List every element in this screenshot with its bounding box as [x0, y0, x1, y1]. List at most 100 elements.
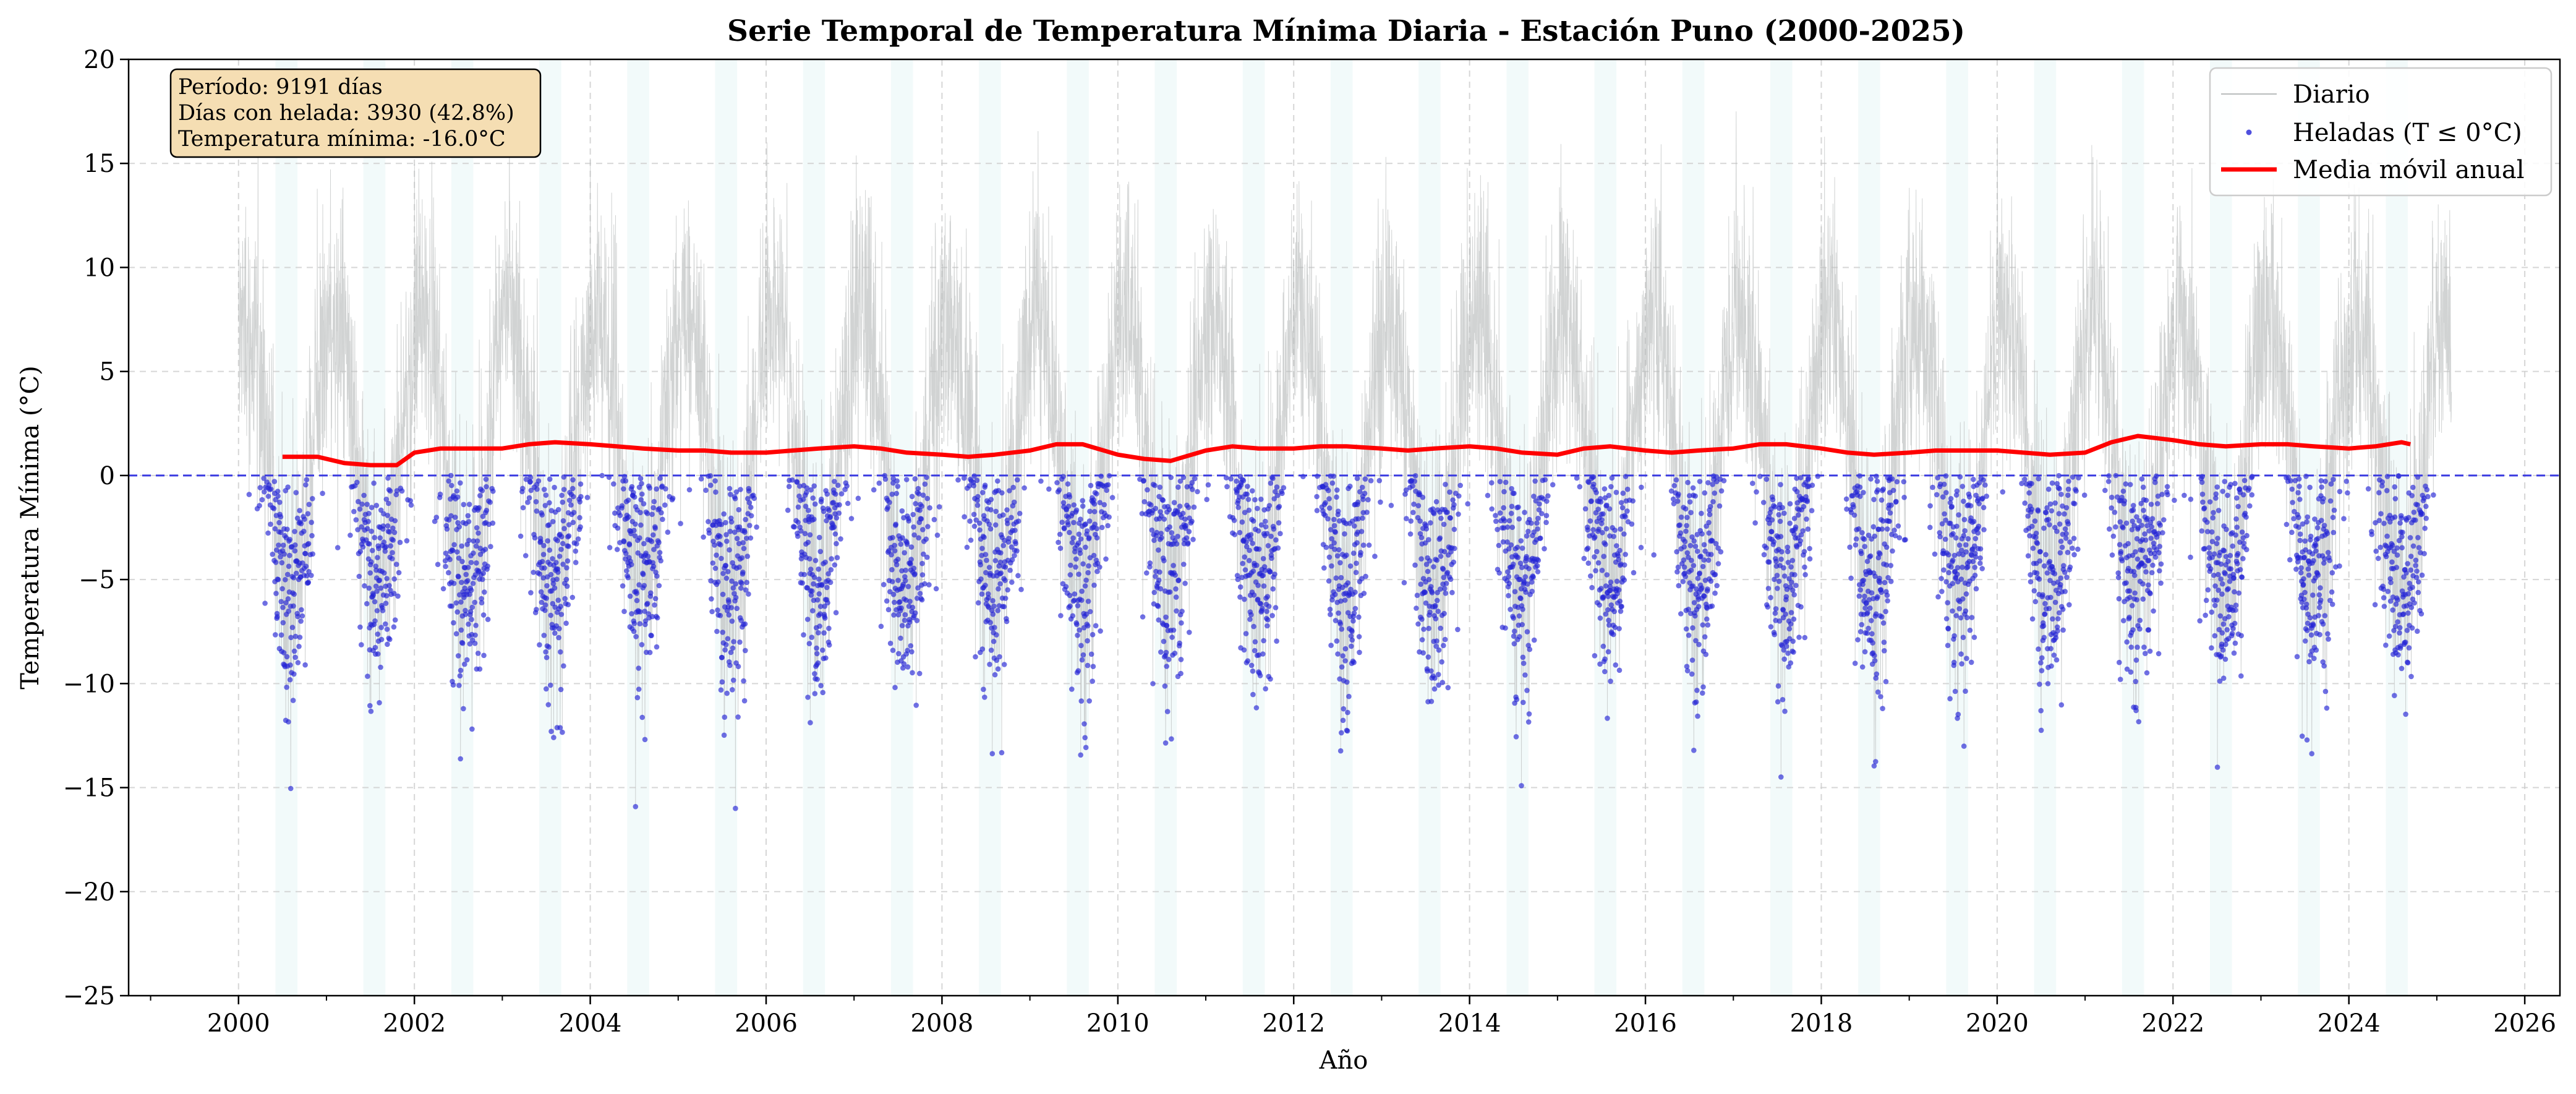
frost-point — [1721, 478, 1727, 484]
frost-point — [374, 608, 380, 613]
frost-point — [359, 502, 365, 507]
frost-point — [2161, 517, 2167, 523]
frost-point — [2399, 534, 2405, 540]
frost-point — [1607, 533, 1613, 539]
frost-point — [481, 652, 487, 659]
x-tick-label: 2024 — [2318, 1009, 2381, 1038]
frost-point — [1435, 609, 1441, 614]
frost-point — [458, 756, 463, 762]
frost-point — [1240, 477, 1247, 484]
frost-point — [2157, 568, 2162, 574]
frost-point — [2065, 492, 2071, 498]
frost-point — [720, 591, 726, 597]
frost-point — [1855, 637, 1861, 643]
frost-point — [1004, 507, 1010, 513]
frost-point — [390, 550, 395, 555]
frost-point — [1713, 541, 1719, 547]
frost-point — [450, 547, 456, 553]
frost-point — [1877, 551, 1883, 557]
frost-point — [1002, 596, 1009, 601]
frost-point — [1325, 516, 1331, 522]
frost-point — [986, 565, 992, 570]
frost-point — [976, 520, 983, 526]
frost-point — [2220, 581, 2225, 587]
frost-point — [785, 507, 791, 513]
frost-point — [748, 513, 754, 519]
frost-point — [639, 491, 645, 497]
frost-point — [824, 584, 830, 591]
frost-point — [1326, 496, 1332, 502]
frost-point — [984, 557, 989, 563]
frost-point — [1696, 641, 1702, 647]
frost-point — [458, 667, 464, 673]
frost-point — [543, 492, 549, 498]
frost-points — [246, 472, 2436, 811]
frost-point — [1402, 491, 1408, 497]
frost-point — [1171, 563, 1176, 568]
frost-point — [1968, 659, 1974, 665]
frost-point — [561, 526, 567, 531]
frost-point — [1162, 683, 1168, 689]
frost-point — [1403, 487, 1409, 493]
y-tick-label: −20 — [63, 878, 115, 907]
frost-point — [525, 500, 531, 505]
frost-point — [1085, 599, 1091, 604]
frost-point — [1879, 614, 1885, 620]
frost-point — [923, 536, 929, 542]
frost-point — [2326, 636, 2331, 642]
frost-point — [1434, 638, 1439, 644]
frost-point — [2414, 568, 2420, 574]
frost-point — [916, 491, 922, 497]
frost-point — [2424, 487, 2430, 493]
frost-point — [2211, 551, 2217, 557]
frost-point — [1798, 532, 1804, 538]
frost-point — [399, 488, 405, 494]
frost-point — [736, 564, 742, 570]
frost-point — [1860, 581, 1866, 588]
frost-point — [2117, 519, 2123, 525]
frost-point — [2392, 496, 2399, 502]
frost-point — [625, 575, 631, 581]
frost-point — [1431, 511, 1437, 516]
frost-point — [2219, 630, 2225, 636]
frost-point — [1680, 579, 1686, 584]
frost-point — [2233, 602, 2239, 608]
frost-point — [1871, 497, 1877, 502]
frost-point — [1943, 579, 1949, 585]
frost-point — [2054, 481, 2060, 487]
frost-point — [391, 591, 397, 596]
frost-point — [454, 549, 460, 555]
frost-point — [1097, 564, 1102, 570]
frost-point — [1869, 590, 1875, 596]
frost-point — [743, 647, 748, 654]
frost-point — [560, 541, 566, 547]
frost-point — [2295, 559, 2301, 565]
frost-point — [1802, 635, 1808, 641]
frost-point — [1937, 481, 1943, 487]
frost-point — [463, 571, 469, 578]
frost-point — [1139, 511, 1145, 516]
frost-point — [709, 609, 715, 615]
frost-point — [908, 643, 914, 649]
frost-point — [1071, 519, 1077, 526]
frost-point — [731, 529, 738, 535]
frost-point — [2232, 620, 2238, 626]
frost-point — [1190, 537, 1196, 542]
frost-point — [730, 585, 736, 591]
frost-point — [1681, 557, 1687, 563]
frost-point — [558, 612, 565, 617]
frost-point — [1533, 498, 1539, 504]
frost-point — [844, 483, 850, 489]
frost-point — [2164, 484, 2170, 490]
frost-point — [2151, 541, 2157, 546]
frost-point — [2397, 520, 2403, 526]
frost-point — [544, 654, 550, 660]
frost-point — [2378, 511, 2384, 516]
frost-point — [1873, 675, 1879, 681]
frost-point — [724, 538, 730, 544]
frost-point — [720, 630, 725, 635]
frost-point — [364, 600, 370, 607]
frost-point — [1585, 560, 1592, 566]
frost-point — [1883, 544, 1890, 550]
frost-point — [1611, 609, 1618, 615]
